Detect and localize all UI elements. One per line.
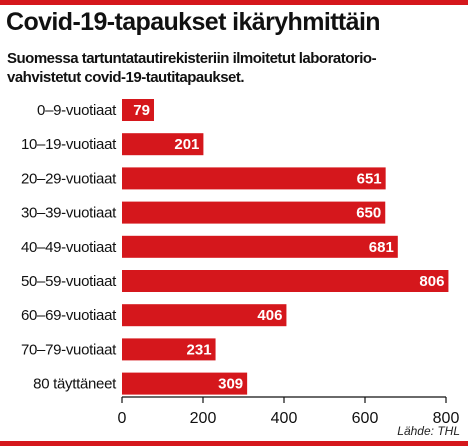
x-tick-label: 0 — [118, 410, 127, 427]
chart-subtitle: Suomessa tartuntatautirekisteriin ilmoit… — [7, 49, 465, 87]
data-label: 651 — [357, 170, 382, 187]
value-labels: 79 201 651 650 681 806 406 231 309 — [133, 102, 444, 393]
bar — [122, 201, 386, 224]
category-labels: 0–9-vuotiaat 10–19-vuotiaat 20–29-vuotiaat… — [21, 102, 117, 393]
category-label: 10–19-vuotiaat — [21, 136, 117, 153]
data-label: 406 — [257, 307, 282, 324]
x-tick-label: 600 — [352, 410, 379, 427]
bar — [122, 235, 398, 258]
x-tick-label: 800 — [433, 410, 460, 427]
source-note: Lähde: THL — [397, 424, 460, 438]
bar — [122, 133, 204, 156]
subtitle-line-2: vahvistetut covid-19-tautitapaukset. — [7, 69, 245, 86]
data-label: 806 — [419, 273, 444, 290]
data-label: 231 — [187, 341, 212, 358]
data-label: 681 — [369, 239, 394, 256]
category-label: 50–59-vuotiaat — [21, 273, 117, 290]
category-label: 0–9-vuotiaat — [37, 102, 117, 119]
bar — [122, 99, 154, 121]
data-label: 201 — [174, 136, 199, 153]
data-label: 309 — [218, 376, 243, 393]
category-label: 40–49-vuotiaat — [21, 239, 117, 256]
subtitle-line-1: Suomessa tartuntatautirekisteriin ilmoit… — [7, 50, 377, 67]
bar — [122, 372, 248, 395]
data-label: 650 — [356, 205, 381, 222]
bar — [122, 338, 216, 361]
bar — [122, 270, 449, 292]
data-label: 79 — [133, 102, 150, 119]
bars — [122, 99, 449, 395]
bar — [122, 304, 287, 327]
x-tick-label: 400 — [271, 410, 298, 427]
category-label: 20–29-vuotiaat — [21, 170, 117, 187]
top-accent-rule — [0, 0, 468, 5]
category-label: 70–79-vuotiaat — [21, 341, 117, 358]
x-tick-label: 200 — [190, 410, 217, 427]
x-axis — [121, 396, 447, 403]
category-label: 80 täyttäneet — [33, 376, 117, 393]
bar — [122, 167, 386, 190]
category-label: 30–39-vuotiaat — [21, 205, 117, 222]
category-label: 60–69-vuotiaat — [21, 307, 117, 324]
x-tick-labels: 0 200 400 600 800 — [118, 410, 460, 427]
bottom-accent-rule — [0, 441, 468, 446]
chart-title: Covid-19-tapaukset ikäryhmittäin — [6, 8, 381, 36]
